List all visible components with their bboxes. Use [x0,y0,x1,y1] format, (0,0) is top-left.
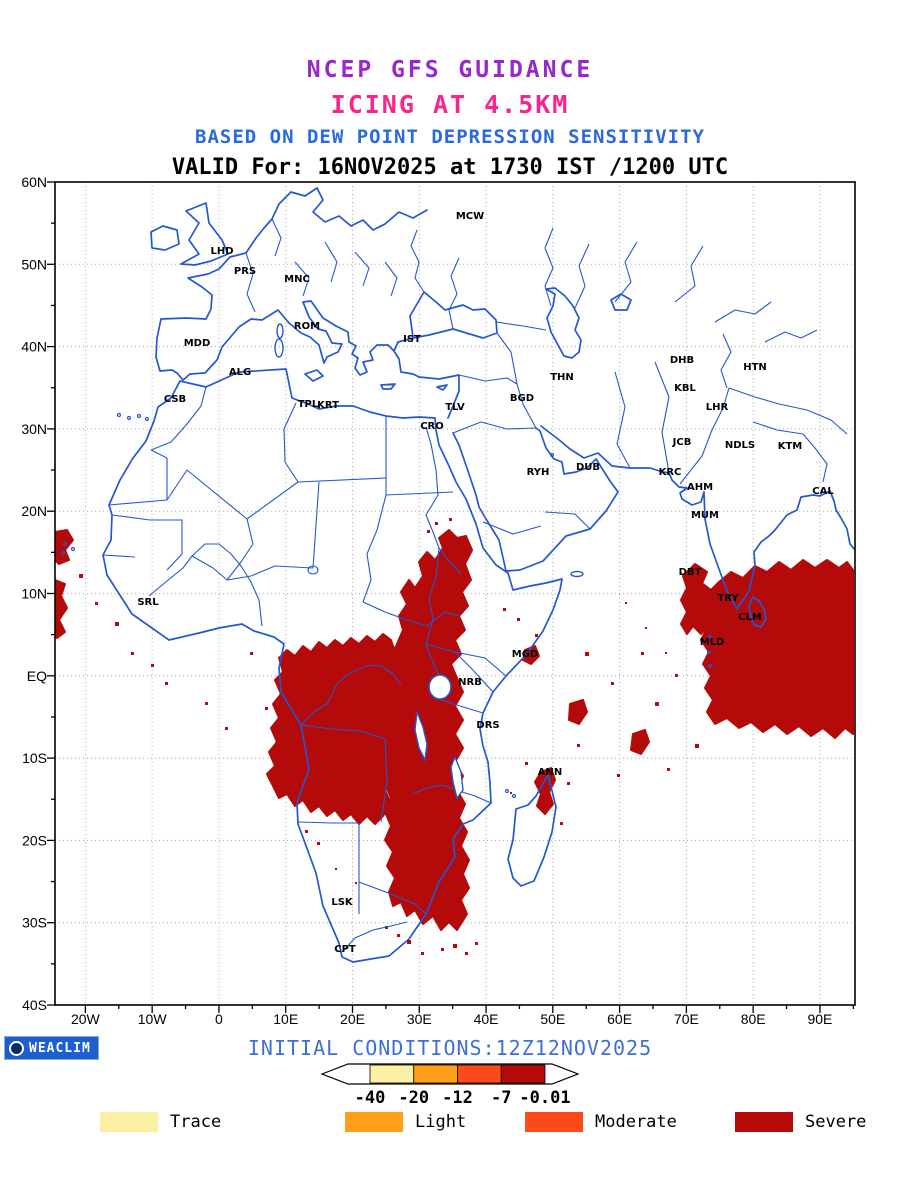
lat-tick-label: 30S [22,915,47,931]
station-label: LHD [210,246,233,257]
station-label: IST [403,334,421,345]
station-label: RYH [527,467,550,478]
station-label: MDD [184,338,211,349]
legend-item: Severe [735,1112,866,1132]
station-label: AHM [687,482,713,493]
longitude-axis: 20W 10W 0 10E 20E 30E 40E 50E 60E 70E 80E 90E [71,1011,832,1027]
station-label: DUB [576,462,600,473]
legend-label: Trace [170,1112,222,1132]
legend-label: Moderate [595,1112,677,1132]
station-label: CRO [420,421,444,432]
legend-swatch [345,1112,403,1132]
station-label: CLM [738,612,762,623]
legend-item: Moderate [525,1112,677,1132]
lat-tick-label: 40S [22,997,47,1013]
lon-tick-label: 70E [674,1011,699,1027]
colorbar-tick-label: -12 [442,1088,473,1108]
lat-tick-label: 10S [22,750,47,766]
initial-conditions-label: INITIAL CONDITIONS:12Z12NOV2025 [247,1036,653,1060]
severe-icing-shading [55,518,854,955]
station-label: NRB [458,677,482,688]
colorbar-tick-label: -0.01 [519,1088,570,1108]
station-label: DRS [476,720,499,731]
lon-tick-label: 40E [474,1011,499,1027]
station-label: DBT [679,567,702,578]
method-subtitle: BASED ON DEW POINT DEPRESSION SENSITIVIT… [195,126,705,148]
station-label: SRL [137,597,159,608]
station-label: LHR [706,402,729,413]
lat-tick-label: 20S [22,832,47,848]
colorbar-tick-label: -7 [491,1088,511,1108]
model-title: NCEP GFS GUIDANCE [306,57,594,83]
lat-tick-label: 30N [21,421,47,437]
lon-tick-label: 90E [807,1011,832,1027]
legend-label: Severe [805,1112,867,1132]
station-label: PRS [234,266,256,277]
station-label: ANN [538,767,562,778]
station-label: HTN [743,362,767,373]
lat-tick-label: 20N [21,503,47,519]
lat-tick-label: EQ [27,668,47,684]
station-label: TPL [298,399,319,410]
lon-tick-label: 50E [540,1011,565,1027]
weaclim-logo-icon [9,1040,24,1056]
product-title: ICING AT 4.5KM [330,90,570,119]
valid-time-title: VALID For: 16NOV2025 at 1730 IST /1200 U… [171,155,729,180]
station-label: CPT [334,944,356,955]
station-label: LSK [331,897,354,908]
lon-tick-label: 20W [71,1011,101,1027]
station-label: TLV [445,402,465,413]
station-label: CSB [164,394,186,405]
lon-tick-label: 80E [741,1011,766,1027]
station-label: MNC [284,274,310,285]
axis-ticks [47,181,854,1013]
colorbar-tick-label: -40 [355,1088,386,1108]
weaclim-logo: WEACLIM [4,1036,99,1060]
station-label: MGD [512,649,538,660]
colorbar-tick-label: -20 [398,1088,429,1108]
lat-tick-label: 60N [21,174,47,190]
legend-swatch [525,1112,583,1132]
lon-tick-label: 0 [215,1011,223,1027]
station-label: CAL [812,486,834,497]
coastlines-and-borders [60,187,855,963]
lakes [414,674,464,800]
station-label: THN [550,372,574,383]
lat-tick-label: 50N [21,256,47,272]
legend-swatch [100,1112,158,1132]
station-label: JCB [672,437,692,448]
station-label: MCW [456,211,484,222]
legend-label: Light [415,1112,467,1132]
lon-tick-label: 60E [607,1011,632,1027]
station-label: NDLS [725,440,755,451]
weaclim-logo-text: WEACLIM [29,1040,91,1056]
station-label: KBL [674,383,696,394]
station-label: MLD [700,637,725,648]
lat-tick-label: 40N [21,339,47,355]
lon-tick-label: 10W [138,1011,168,1027]
station-label: KRC [659,467,682,478]
legend-item: Trace [100,1112,221,1132]
station-label: KTM [778,441,803,452]
station-label: ALG [229,367,251,378]
latitude-axis: 60N 50N 40N 30N 20N 10N EQ 10S 20S 30S 40S [21,174,47,1013]
legend-item: Light [345,1112,466,1132]
legend-swatch [735,1112,793,1132]
station-label: TRY [717,593,739,604]
lon-tick-label: 20E [340,1011,365,1027]
station-label: KRT [317,400,339,411]
colorbar: -40 -20 -12 -7 -0.01 [320,1063,580,1108]
lon-tick-label: 10E [273,1011,298,1027]
lat-tick-label: 10N [21,586,47,602]
station-label: MUM [691,510,719,521]
station-label: DHB [670,355,694,366]
station-label: BGD [510,393,534,404]
category-legend: Trace Light Moderate Severe [0,1112,900,1142]
station-label: ROM [294,321,320,332]
lon-tick-label: 30E [407,1011,432,1027]
